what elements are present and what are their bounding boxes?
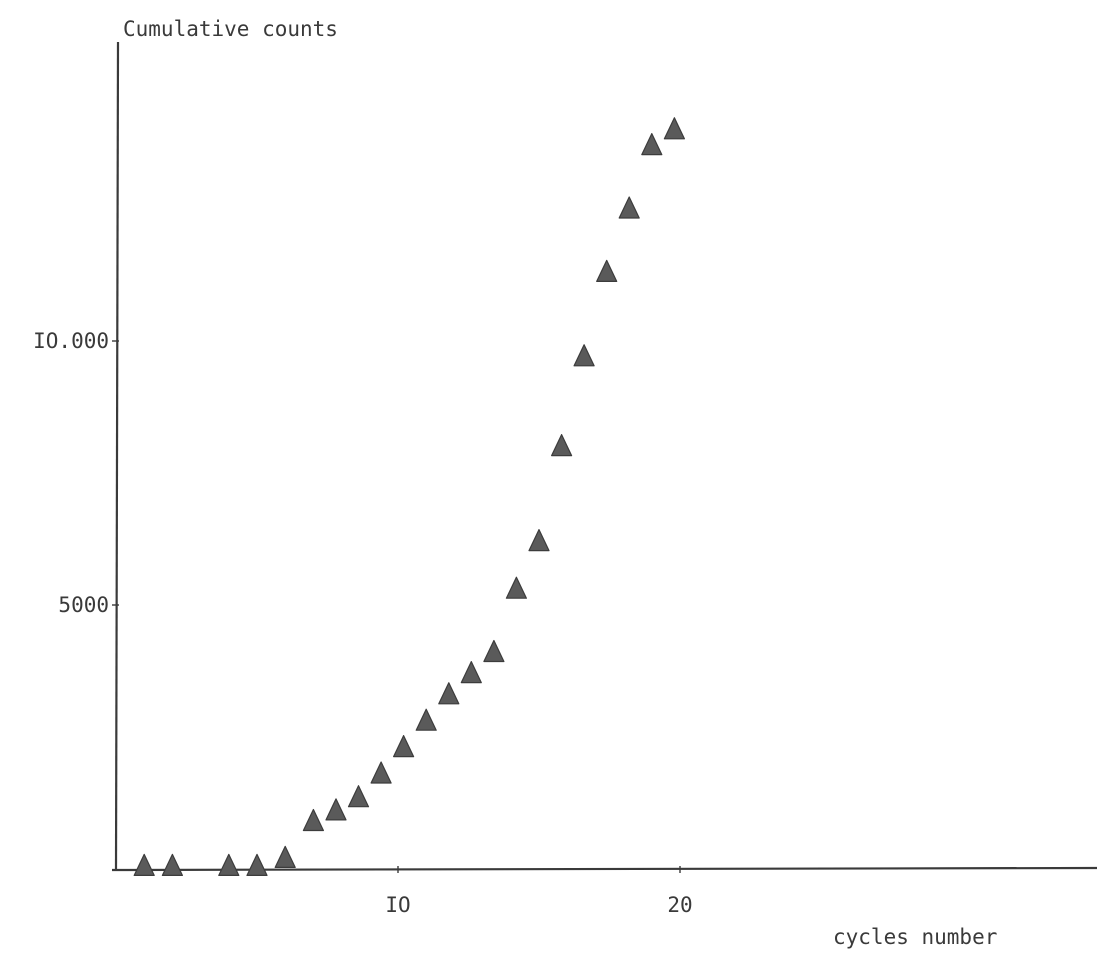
data-point-triangle [370, 761, 392, 784]
data-point-triangle [133, 853, 155, 877]
data-point-triangle [274, 845, 296, 869]
y-ticks: 5000 IO.000 [33, 329, 119, 617]
x-axis-label: cycles number [833, 925, 997, 949]
data-point-triangle [325, 798, 347, 821]
data-point-triangle [573, 344, 595, 367]
data-point-triangle [393, 734, 415, 758]
y-axis [114, 41, 120, 871]
data-point-triangle [302, 808, 324, 832]
data-point-triangle [246, 853, 268, 877]
data-point-triangle [618, 196, 640, 219]
y-tick-label: 5000 [58, 593, 109, 617]
y-tick-label: IO.000 [33, 329, 109, 353]
data-point-triangle [438, 682, 460, 705]
data-point-triangle [483, 639, 505, 663]
data-point-triangle [528, 528, 550, 552]
data-point-triangle [596, 259, 618, 282]
axes [111, 41, 1097, 872]
data-point-triangle [218, 853, 240, 877]
x-tick-label: 20 [667, 893, 692, 917]
x-ticks: IO 20 [385, 866, 693, 917]
x-tick-label: IO [385, 893, 410, 917]
data-point-triangle [641, 133, 663, 156]
data-point-triangle [505, 576, 528, 599]
y-axis-label: Cumulative counts [123, 17, 338, 41]
x-axis [111, 866, 1097, 872]
data-point-triangle [415, 708, 437, 731]
data-point-triangle [460, 660, 482, 684]
data-point-triangle [161, 853, 183, 877]
data-point-triangle [347, 785, 370, 808]
data-point-triangle [663, 117, 686, 140]
data-points [133, 117, 686, 877]
data-point-triangle [550, 434, 573, 457]
